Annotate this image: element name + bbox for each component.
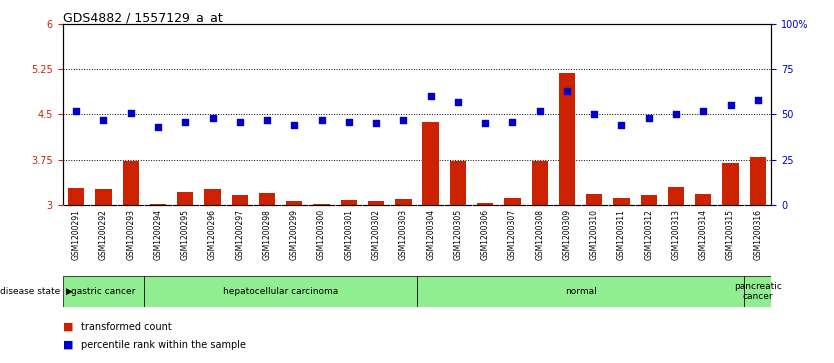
Point: [696, 108, 710, 114]
Point: [751, 97, 765, 103]
Bar: [150, 204, 166, 205]
Bar: [204, 189, 221, 205]
Text: GSM1200301: GSM1200301: [344, 209, 354, 260]
Bar: [750, 157, 766, 205]
Point: [206, 115, 219, 121]
Point: [451, 99, 465, 105]
Point: [124, 110, 138, 115]
Text: GDS4882 / 1557129_a_at: GDS4882 / 1557129_a_at: [63, 11, 223, 24]
Point: [505, 119, 519, 125]
Point: [615, 122, 628, 128]
Point: [424, 93, 437, 99]
Text: hepatocellular carcinoma: hepatocellular carcinoma: [223, 287, 339, 296]
Text: GSM1200305: GSM1200305: [454, 209, 462, 260]
Bar: [613, 198, 630, 205]
Point: [533, 108, 546, 114]
Bar: [417, 276, 744, 307]
Text: gastric cancer: gastric cancer: [71, 287, 136, 296]
Text: pancreatic
cancer: pancreatic cancer: [734, 282, 781, 301]
Bar: [559, 73, 575, 205]
Bar: [505, 198, 520, 205]
Text: GSM1200313: GSM1200313: [671, 209, 681, 260]
Text: GSM1200291: GSM1200291: [72, 209, 81, 260]
Text: percentile rank within the sample: percentile rank within the sample: [81, 340, 246, 350]
Text: GSM1200315: GSM1200315: [726, 209, 735, 260]
Bar: [232, 195, 248, 205]
Point: [724, 102, 737, 108]
Text: GSM1200297: GSM1200297: [235, 209, 244, 260]
Bar: [63, 276, 144, 307]
Point: [315, 117, 329, 123]
Text: GSM1200294: GSM1200294: [153, 209, 163, 260]
Bar: [586, 194, 602, 205]
Text: GSM1200307: GSM1200307: [508, 209, 517, 260]
Text: GSM1200311: GSM1200311: [617, 209, 626, 260]
Bar: [695, 194, 711, 205]
Point: [670, 111, 683, 117]
Bar: [286, 201, 303, 205]
Point: [560, 88, 574, 94]
Bar: [477, 203, 494, 205]
Bar: [177, 192, 193, 205]
Text: transformed count: transformed count: [81, 322, 172, 332]
Bar: [123, 161, 139, 205]
Text: GSM1200300: GSM1200300: [317, 209, 326, 260]
Text: GSM1200312: GSM1200312: [644, 209, 653, 260]
Text: GSM1200302: GSM1200302: [372, 209, 380, 260]
Bar: [259, 193, 275, 205]
Text: ■: ■: [63, 322, 73, 332]
Text: GSM1200308: GSM1200308: [535, 209, 545, 260]
Bar: [368, 201, 384, 205]
Bar: [722, 163, 739, 205]
Text: GSM1200293: GSM1200293: [126, 209, 135, 260]
Point: [288, 122, 301, 128]
Text: GSM1200314: GSM1200314: [699, 209, 708, 260]
Bar: [531, 161, 548, 205]
Text: GSM1200303: GSM1200303: [399, 209, 408, 260]
Text: GSM1200295: GSM1200295: [181, 209, 190, 260]
Point: [479, 121, 492, 126]
Text: GSM1200298: GSM1200298: [263, 209, 272, 260]
Text: normal: normal: [565, 287, 596, 296]
Point: [260, 117, 274, 123]
Bar: [314, 204, 329, 205]
Point: [642, 115, 656, 121]
Bar: [144, 276, 417, 307]
Text: GSM1200292: GSM1200292: [99, 209, 108, 260]
Text: GSM1200296: GSM1200296: [208, 209, 217, 260]
Bar: [744, 276, 771, 307]
Text: ■: ■: [63, 340, 73, 350]
Point: [397, 117, 410, 123]
Text: disease state  ▶: disease state ▶: [0, 287, 73, 296]
Text: GSM1200299: GSM1200299: [289, 209, 299, 260]
Bar: [450, 161, 466, 205]
Point: [369, 121, 383, 126]
Bar: [395, 199, 411, 205]
Point: [178, 119, 192, 125]
Text: GSM1200309: GSM1200309: [562, 209, 571, 260]
Text: GSM1200306: GSM1200306: [480, 209, 490, 260]
Text: GSM1200310: GSM1200310: [590, 209, 599, 260]
Point: [587, 111, 600, 117]
Bar: [68, 188, 84, 205]
Bar: [340, 200, 357, 205]
Bar: [423, 122, 439, 205]
Point: [97, 117, 110, 123]
Point: [342, 119, 355, 125]
Point: [234, 119, 247, 125]
Text: GSM1200304: GSM1200304: [426, 209, 435, 260]
Bar: [641, 195, 657, 205]
Bar: [95, 189, 112, 205]
Bar: [668, 187, 684, 205]
Point: [151, 124, 164, 130]
Text: GSM1200316: GSM1200316: [753, 209, 762, 260]
Point: [69, 108, 83, 114]
